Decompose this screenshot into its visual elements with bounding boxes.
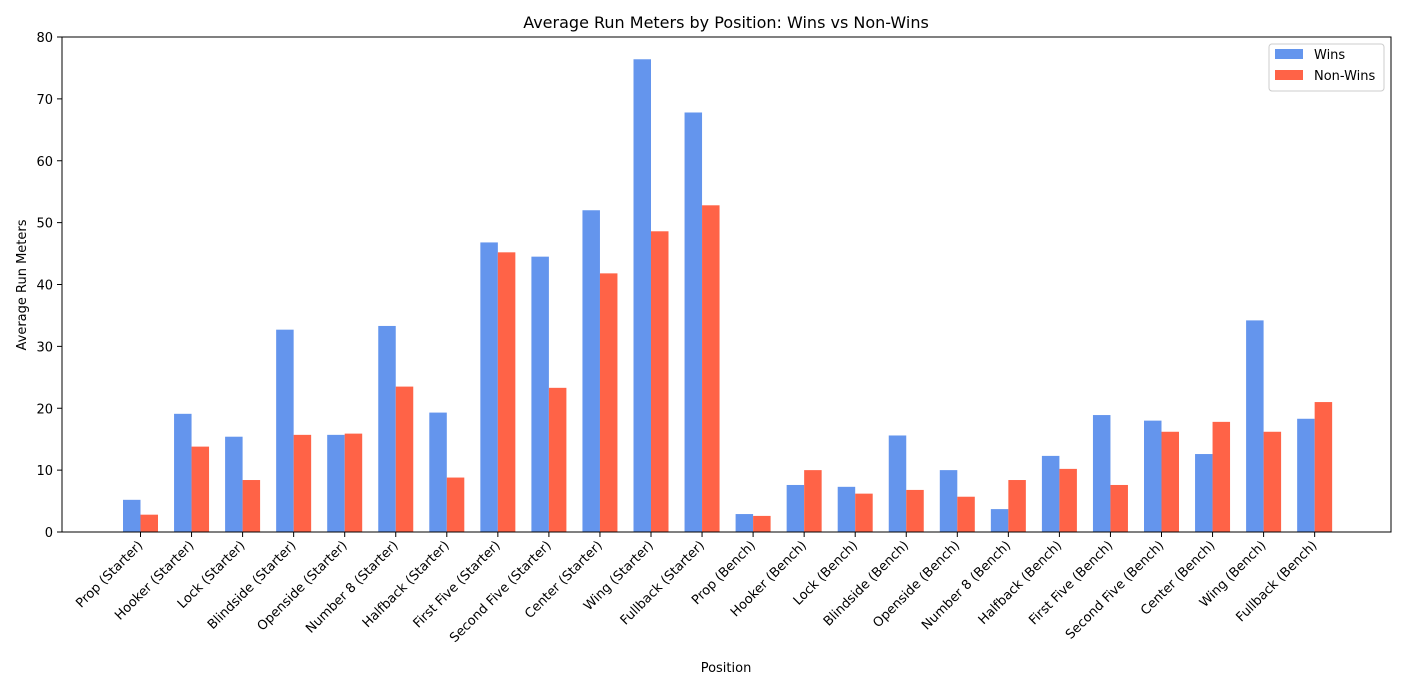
- bar-non-wins-halfback-starter: [446, 477, 465, 532]
- bar-wins-second-five-bench: [1144, 420, 1162, 532]
- bar-wins-blindside-bench: [888, 435, 907, 532]
- y-tick-label: 70: [36, 93, 53, 108]
- bar-wins-first-five-bench: [1092, 415, 1111, 532]
- bar-non-wins-center-bench: [1212, 421, 1231, 532]
- bar-wins-wing-starter: [633, 59, 651, 533]
- y-tick-label: 10: [36, 464, 53, 479]
- bar-non-wins-openside-bench: [957, 496, 975, 532]
- bar-non-wins-prop-starter: [140, 514, 158, 532]
- legend-label-non-wins: Non-Wins: [1314, 69, 1376, 84]
- bar-non-wins-first-five-starter: [497, 252, 516, 532]
- bar-non-wins-wing-bench: [1263, 431, 1282, 532]
- legend-swatch-non-wins: [1275, 70, 1303, 80]
- bar-wins-openside-starter: [327, 434, 345, 532]
- bar-non-wins-prop-bench: [753, 515, 771, 532]
- bar-wins-halfback-bench: [1041, 455, 1060, 532]
- y-axis-label: Average Run Meters: [15, 219, 30, 350]
- bar-wins-lock-bench: [837, 486, 856, 532]
- y-tick-label: 20: [36, 402, 53, 417]
- x-tick-label-halfback-starter: Halfback (Starter): [360, 538, 453, 631]
- bar-non-wins-number-8-bench: [1008, 480, 1026, 532]
- bar-wins-number-8-starter: [378, 325, 396, 532]
- bars-group: [123, 59, 1333, 533]
- bar-non-wins-fullback-bench: [1314, 402, 1333, 532]
- legend-swatch-wins: [1275, 49, 1303, 59]
- bar-wins-halfback-starter: [429, 412, 447, 532]
- y-tick-label: 0: [45, 526, 53, 541]
- bar-wins-center-bench: [1195, 454, 1213, 532]
- bar-non-wins-second-five-starter: [548, 387, 567, 532]
- x-tick-label-second-five-starter: Second Five (Starter): [447, 538, 555, 646]
- bar-non-wins-lock-starter: [242, 480, 261, 532]
- y-tick-label: 40: [36, 279, 53, 294]
- x-axis: Prop (Starter)Hooker (Starter)Lock (Star…: [73, 532, 1320, 646]
- bar-non-wins-blindside-starter: [293, 434, 312, 532]
- bar-wins-prop-bench: [735, 514, 754, 532]
- bar-wins-center-starter: [582, 210, 600, 532]
- y-axis: 0 10 20 30 40 50 60 70 80: [36, 31, 62, 541]
- bar-wins-fullback-starter: [684, 112, 703, 533]
- bar-non-wins-hooker-starter: [191, 446, 210, 532]
- bar-wins-fullback-bench: [1297, 418, 1315, 532]
- bar-non-wins-blindside-bench: [906, 489, 924, 532]
- x-tick-label-number-8-bench: Number 8 (Bench): [919, 538, 1014, 633]
- x-axis-label: Position: [701, 661, 752, 676]
- plot-frame: [61, 36, 1392, 533]
- bar-non-wins-openside-starter: [344, 433, 363, 532]
- bar-non-wins-hooker-bench: [804, 470, 822, 532]
- bar-wins-number-8-bench: [990, 509, 1009, 532]
- x-tick-label-openside-bench: Openside (Bench): [870, 538, 963, 631]
- bar-wins-second-five-starter: [531, 256, 549, 532]
- x-tick-label-blindside-bench: Blindside (Bench): [821, 538, 912, 629]
- legend: Wins Non-Wins: [1268, 43, 1385, 92]
- bar-wins-prop-starter: [123, 499, 141, 532]
- bar-non-wins-fullback-starter: [702, 205, 720, 533]
- bar-wins-lock-starter: [225, 436, 243, 532]
- bar-non-wins-first-five-bench: [1110, 484, 1128, 532]
- y-tick-label: 60: [36, 155, 53, 170]
- bar-non-wins-halfback-bench: [1059, 468, 1077, 532]
- chart-title: Average Run Meters by Position: Wins vs …: [523, 13, 929, 32]
- bar-wins-openside-bench: [939, 470, 958, 532]
- bar-non-wins-second-five-bench: [1161, 431, 1179, 532]
- bar-wins-blindside-starter: [276, 329, 294, 532]
- x-tick-label-second-five-bench: Second Five (Bench): [1063, 538, 1167, 642]
- y-tick-label: 30: [36, 340, 53, 355]
- bar-non-wins-wing-starter: [651, 231, 669, 532]
- x-tick-label-number-8-starter: Number 8 (Starter): [303, 538, 401, 636]
- bar-non-wins-number-8-starter: [395, 386, 414, 532]
- bar-non-wins-lock-bench: [855, 493, 873, 532]
- y-tick-label: 80: [36, 31, 53, 46]
- bar-non-wins-center-starter: [599, 273, 618, 532]
- bar-wins-first-five-starter: [480, 242, 498, 533]
- legend-label-wins: Wins: [1314, 48, 1345, 63]
- y-tick-label: 50: [36, 217, 53, 232]
- bar-wins-hooker-starter: [174, 413, 192, 532]
- x-tick-label-openside-starter: Openside (Starter): [255, 538, 351, 634]
- x-tick-label-blindside-starter: Blindside (Starter): [205, 538, 300, 633]
- bar-wins-wing-bench: [1246, 320, 1264, 532]
- bar-wins-hooker-bench: [786, 484, 805, 532]
- x-tick-label-fullback-starter: Fullback (Starter): [618, 538, 708, 628]
- x-tick-label-first-five-starter: First Five (Starter): [411, 538, 504, 631]
